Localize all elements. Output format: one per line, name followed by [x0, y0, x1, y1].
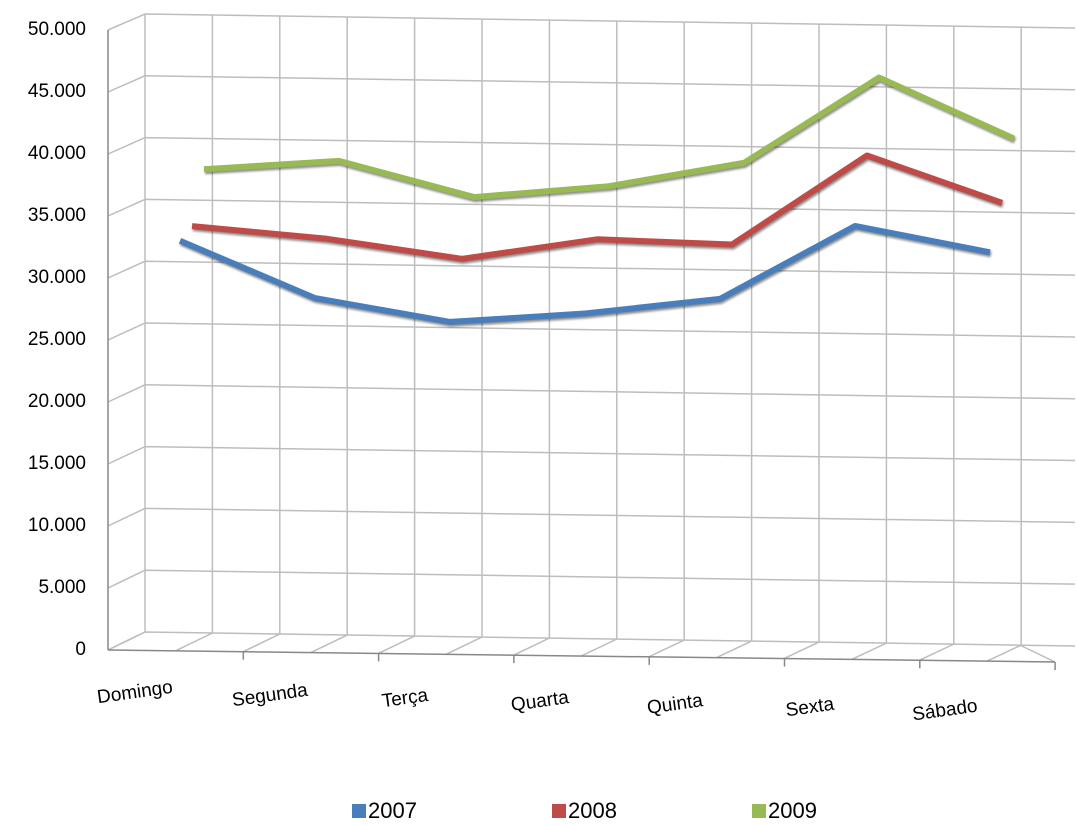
x-tick-label: Quarta [510, 687, 571, 716]
grid-line [107, 384, 1076, 403]
y-tick-label: 5.000 [38, 577, 86, 598]
floor-line [783, 641, 820, 660]
y-tick-label: 30.000 [28, 267, 86, 288]
x-axis [107, 649, 1056, 663]
x-tick-label: Sexta [784, 694, 835, 722]
x-tick-label: Terça [380, 685, 429, 712]
y-tick-label: 40.000 [28, 143, 86, 164]
floor-line [310, 634, 348, 654]
grid-line [107, 445, 1076, 465]
grid-line [107, 13, 1076, 31]
grid-line [107, 631, 1076, 651]
floor-line [716, 640, 752, 659]
grid-line [107, 198, 1076, 217]
legend-swatch [752, 804, 766, 818]
floor-line [513, 637, 550, 656]
y-tick-label: 10.000 [28, 515, 86, 536]
x-tick-label: Segunda [231, 680, 310, 711]
y-tick-label: 35.000 [28, 205, 86, 226]
series-line [191, 152, 1003, 262]
legend-swatch [552, 804, 566, 818]
y-tick-label: 15.000 [28, 453, 86, 474]
series-line [178, 222, 991, 325]
series-line [203, 74, 1016, 201]
x-tick-label: Domingo [96, 677, 174, 708]
x-tick-label: Quinta [646, 690, 705, 719]
floor-line [378, 635, 415, 655]
legend-swatch [352, 804, 366, 818]
y-tick-label: 25.000 [28, 329, 86, 350]
y-tick-label: 0 [75, 639, 86, 660]
floor-line [242, 633, 281, 653]
y-tick-label: 50.000 [28, 19, 86, 40]
floor-line [445, 636, 483, 655]
grid-line [107, 507, 1076, 527]
grid-line [107, 322, 1076, 341]
floor-line [986, 644, 1022, 662]
legend-label: 2009 [768, 798, 817, 823]
grid-line [107, 260, 1076, 279]
y-tick-label: 45.000 [28, 81, 86, 102]
y-tick-label: 20.000 [28, 391, 86, 412]
grid-line [107, 75, 1076, 93]
floor-line [648, 639, 685, 658]
floor-line [851, 642, 887, 661]
floor-line [175, 632, 213, 652]
legend-label: 2008 [568, 798, 617, 823]
grid-line [107, 136, 1076, 155]
x-tick-label: Sábado [911, 696, 979, 726]
floor-line [918, 643, 955, 661]
floor-edge [1019, 644, 1056, 663]
grid-line [107, 569, 1076, 589]
floor-line [580, 638, 618, 657]
legend-label: 2007 [368, 798, 417, 823]
